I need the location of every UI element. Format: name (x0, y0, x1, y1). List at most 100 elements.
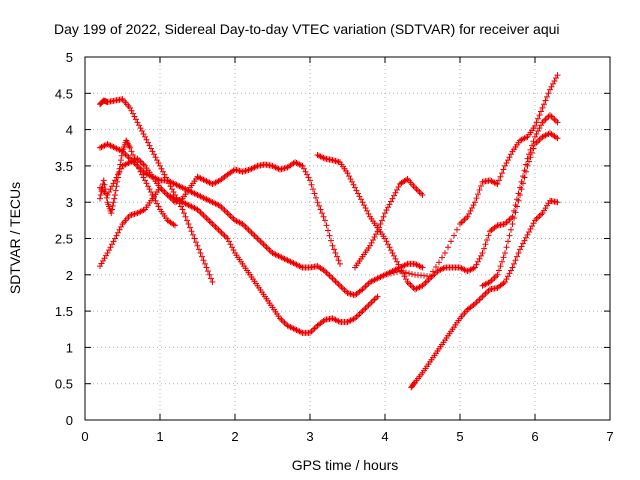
data-point (308, 181, 315, 188)
data-point (118, 157, 124, 164)
data-point (161, 189, 168, 196)
data-point (160, 168, 166, 175)
chart-title: Day 199 of 2022, Sidereal Day-to-day VTE… (54, 21, 560, 37)
series-track-10 (479, 130, 561, 289)
data-point (373, 295, 379, 302)
data-point (110, 199, 117, 206)
series-track-7 (352, 175, 426, 271)
data-point (323, 222, 330, 229)
data-point (172, 222, 178, 229)
data-point (554, 72, 561, 79)
x-tick-label: 1 (156, 429, 163, 444)
data-point (142, 177, 148, 184)
data-point (505, 157, 511, 164)
data-point (514, 196, 520, 203)
data-point (383, 207, 390, 214)
data-point (364, 207, 370, 214)
data-point (521, 167, 528, 174)
data-point (187, 224, 193, 231)
series-track-3 (97, 155, 381, 336)
data-point (131, 113, 138, 120)
data-point (496, 177, 502, 184)
data-point (197, 209, 204, 216)
data-point (433, 263, 439, 270)
data-point (367, 300, 373, 307)
data-point (536, 212, 543, 219)
data-point (509, 213, 516, 220)
data-point (548, 113, 555, 120)
data-point (112, 235, 118, 242)
data-point (394, 258, 400, 265)
data-point (263, 244, 270, 251)
data-point (260, 241, 267, 248)
data-point (304, 171, 310, 178)
data-point (244, 225, 250, 232)
data-point (517, 246, 523, 253)
data-point (508, 226, 514, 233)
data-point (379, 217, 385, 224)
data-point (170, 189, 177, 196)
data-point (499, 258, 505, 265)
data-point (229, 214, 235, 221)
data-point (145, 139, 151, 146)
data-point (361, 306, 367, 313)
data-point (389, 250, 396, 257)
y-tick-label: 2 (66, 268, 73, 283)
data-point (337, 260, 343, 267)
data-point (127, 144, 133, 151)
data-point (476, 187, 483, 194)
data-point (553, 117, 559, 124)
data-point (472, 199, 478, 206)
data-point (478, 295, 484, 302)
data-point (376, 224, 382, 231)
data-point (161, 171, 168, 178)
data-point (137, 125, 144, 132)
data-point (538, 211, 544, 218)
series-track-5 (97, 159, 343, 270)
data-point (391, 269, 397, 276)
data-point (508, 267, 514, 274)
data-point (385, 241, 391, 248)
data-point (214, 225, 220, 232)
data-point (154, 200, 160, 207)
data-point (427, 273, 433, 280)
data-point (301, 165, 307, 172)
data-series (97, 72, 561, 391)
data-point (280, 318, 286, 325)
data-point (524, 231, 531, 238)
data-point (347, 175, 354, 182)
data-point (475, 258, 481, 265)
data-point (536, 136, 543, 143)
data-point (541, 101, 547, 108)
data-point (422, 279, 429, 286)
x-tick-label: 2 (231, 429, 238, 444)
data-point (473, 195, 480, 202)
data-point (463, 215, 469, 222)
data-point (502, 162, 508, 169)
data-point (524, 162, 531, 169)
data-point (391, 252, 397, 259)
data-point (158, 165, 165, 172)
axis-ticks (84, 56, 611, 421)
data-point (518, 178, 525, 185)
data-point (346, 173, 352, 180)
data-point (473, 261, 480, 268)
data-point (116, 165, 123, 172)
data-point (484, 289, 490, 296)
data-point (505, 238, 511, 245)
data-point (305, 174, 312, 181)
data-point (538, 108, 544, 115)
data-point (515, 190, 522, 197)
data-point (145, 183, 151, 190)
data-point (509, 220, 516, 227)
data-point (554, 199, 561, 206)
data-point (530, 145, 537, 152)
data-point (329, 275, 336, 282)
data-point (118, 152, 125, 159)
data-point (362, 283, 369, 290)
data-point (457, 220, 463, 227)
data-point (535, 214, 541, 221)
data-point (502, 220, 508, 227)
data-point (541, 117, 547, 124)
data-point (439, 254, 445, 261)
